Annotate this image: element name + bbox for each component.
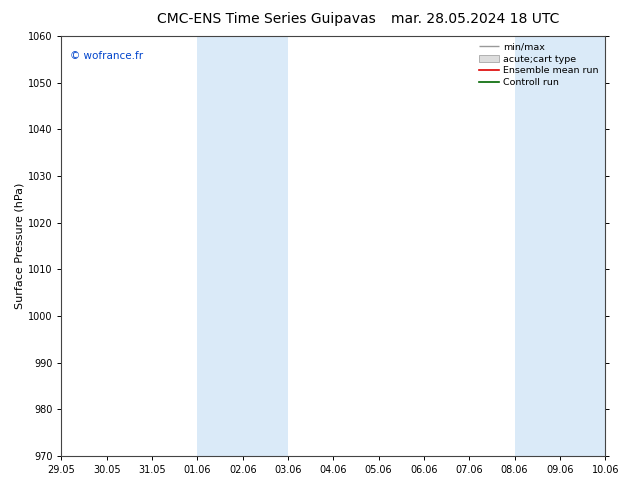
Bar — [515, 36, 605, 456]
Text: CMC-ENS Time Series Guipavas: CMC-ENS Time Series Guipavas — [157, 12, 376, 26]
Bar — [197, 36, 288, 456]
Legend: min/max, acute;cart type, Ensemble mean run, Controll run: min/max, acute;cart type, Ensemble mean … — [477, 41, 600, 89]
Text: © wofrance.fr: © wofrance.fr — [70, 51, 143, 61]
Y-axis label: Surface Pressure (hPa): Surface Pressure (hPa) — [15, 183, 25, 309]
Text: mar. 28.05.2024 18 UTC: mar. 28.05.2024 18 UTC — [391, 12, 560, 26]
